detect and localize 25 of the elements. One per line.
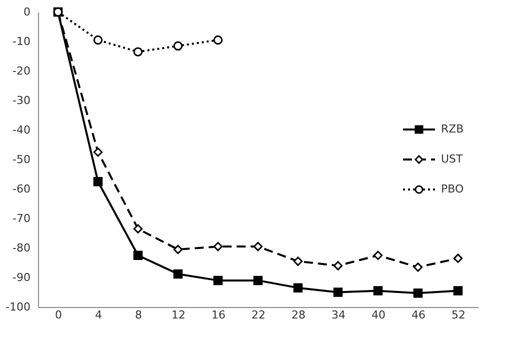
y-tick-label: -30 [12,94,30,107]
y-tick-label: -80 [12,242,30,254]
y-tick-label: -50 [12,153,30,166]
y-tick-label: -100 [6,300,30,314]
legend-label: UST [441,152,464,166]
legend-label: RZB [441,122,464,136]
y-tick-label: -60 [12,182,30,196]
legend-label: PBO [441,182,464,196]
x-tick-label: 12 [172,308,186,322]
x-tick-label: 40 [372,308,386,322]
x-tick-label: 16 [212,308,226,322]
y-tick-label: -90 [12,271,30,284]
x-tick-label: 4 [95,308,102,322]
y-tick-label: -70 [12,212,30,225]
y-tick-label: 0 [24,6,30,18]
x-tick-label: 28 [292,308,306,322]
x-tick-label: 0 [55,308,62,322]
y-tick-label: -40 [12,124,30,136]
x-tick-label: 22 [252,308,266,322]
x-tick-label: 46 [412,308,426,322]
y-tick-label: -10 [12,35,30,48]
x-tick-label: 8 [135,308,142,322]
x-tick-label: 52 [452,308,466,322]
x-tick-label: 34 [332,308,346,322]
y-tick-label: -20 [12,64,30,78]
